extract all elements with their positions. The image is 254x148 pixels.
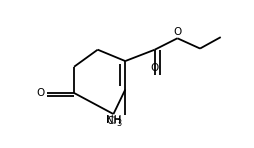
- Text: CH: CH: [107, 116, 122, 126]
- Text: O: O: [151, 63, 159, 73]
- Text: O: O: [36, 88, 44, 98]
- Text: O: O: [173, 26, 182, 37]
- Text: 3: 3: [117, 119, 122, 128]
- Text: NH: NH: [106, 115, 121, 125]
